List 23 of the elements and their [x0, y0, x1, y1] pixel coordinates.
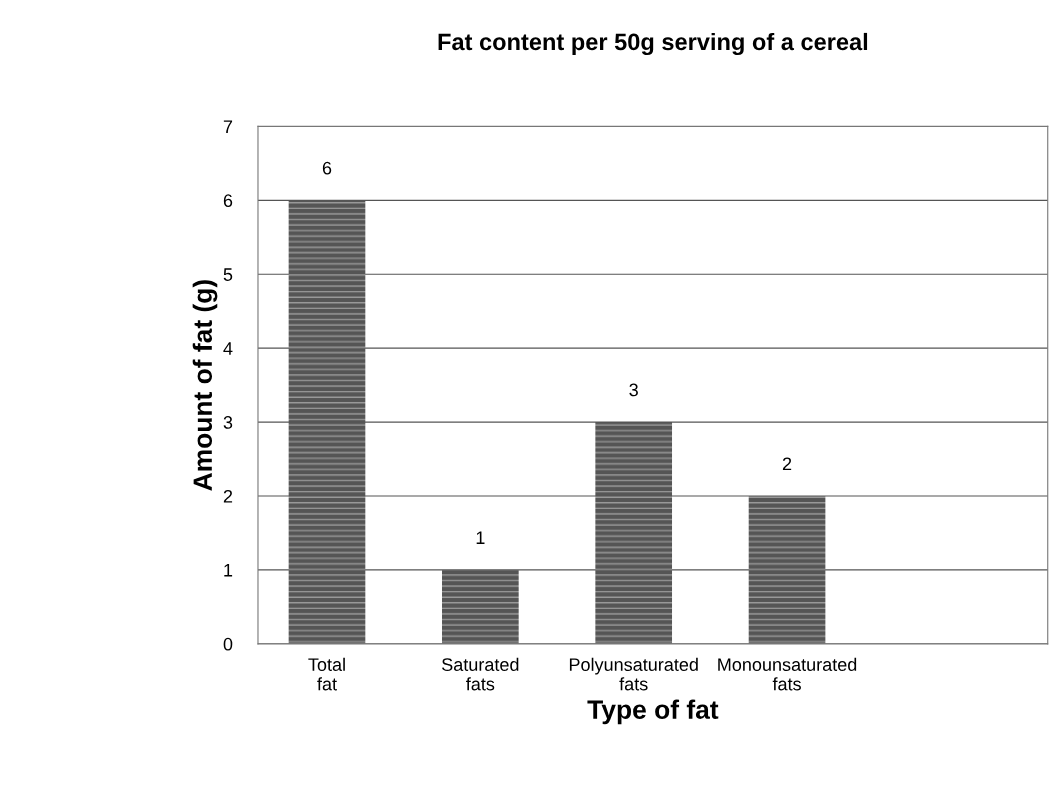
y-tick-label: 0 — [223, 637, 233, 651]
y-tick-label: 1 — [224, 564, 233, 577]
y-tick-label: 2 — [223, 489, 233, 503]
data-label: 3 — [629, 383, 638, 397]
bar — [595, 422, 673, 644]
bar — [288, 200, 366, 644]
bar — [442, 569, 519, 644]
x-tick-label: Monounsaturated fats — [718, 657, 857, 691]
x-tick-label: Saturated fats — [442, 657, 519, 691]
data-label: 2 — [782, 457, 792, 471]
y-tick-label: 5 — [223, 268, 233, 281]
y-tick-label: 3 — [223, 416, 233, 429]
data-label: 6 — [322, 161, 332, 175]
chart-title: Fat content per 50g serving of a cereal — [438, 32, 868, 56]
y-tick-label: 7 — [223, 120, 233, 133]
y-axis-title: Amount of fat (g) — [192, 280, 218, 491]
x-tick-label: Polyunsaturated fats — [569, 657, 698, 691]
bar — [748, 496, 826, 644]
x-axis-title: Type of fat — [587, 699, 719, 725]
y-tick-label: 4 — [223, 342, 233, 355]
y-tick-label: 6 — [223, 194, 233, 208]
x-tick-label: Total fat — [308, 657, 345, 691]
data-label: 1 — [476, 531, 485, 544]
